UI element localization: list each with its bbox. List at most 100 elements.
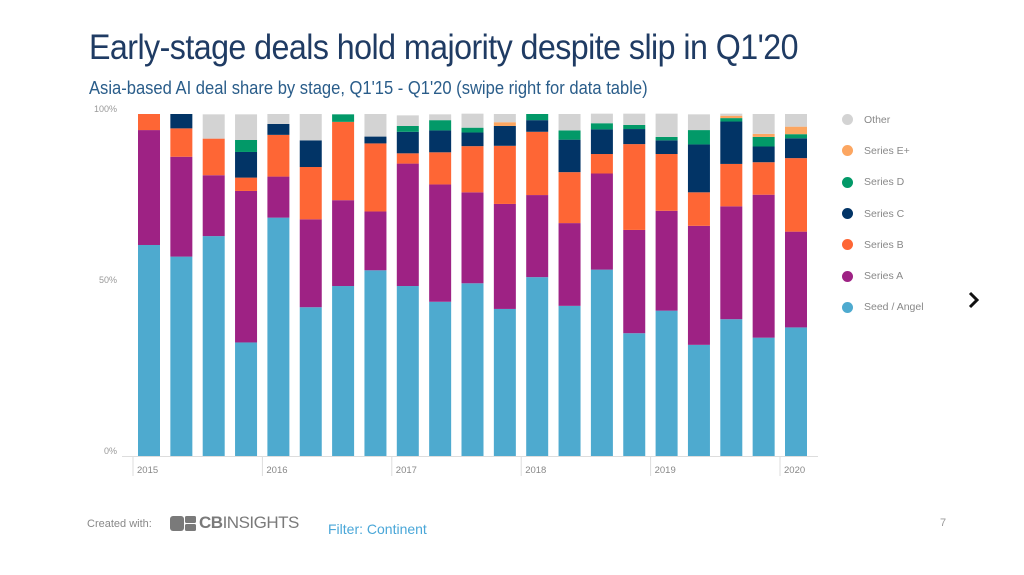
bar-segment-other[interactable]	[558, 114, 581, 131]
bar-segment-series-a[interactable]	[785, 231, 807, 328]
bar-segment-seed-angel[interactable]	[364, 270, 387, 456]
bar-segment-series-e-[interactable]	[720, 115, 743, 119]
bar-segment-series-c[interactable]	[299, 140, 322, 168]
bar-segment-series-d[interactable]	[332, 114, 355, 122]
bar-segment-series-b[interactable]	[623, 144, 646, 230]
bar-segment-other[interactable]	[655, 113, 678, 137]
bar-segment-seed-angel[interactable]	[655, 310, 678, 456]
bar-segment-seed-angel[interactable]	[687, 344, 710, 456]
bar-segment-other[interactable]	[461, 113, 484, 128]
bar-segment-series-d[interactable]	[461, 127, 484, 133]
bar-segment-seed-angel[interactable]	[235, 342, 258, 456]
bar-segment-series-c[interactable]	[364, 136, 387, 144]
bar-segment-series-b[interactable]	[687, 192, 710, 226]
bar-segment-series-b[interactable]	[526, 131, 549, 196]
bar-segment-series-b[interactable]	[720, 163, 743, 207]
bar-segment-series-d[interactable]	[558, 130, 581, 140]
legend-item[interactable]: Seed / Angel	[842, 292, 924, 323]
bar-segment-other[interactable]	[267, 114, 290, 124]
legend-item[interactable]: Series E+	[842, 135, 924, 166]
legend-item[interactable]: Series B	[842, 229, 924, 260]
bar-segment-other[interactable]	[202, 114, 225, 139]
bar-segment-series-c[interactable]	[558, 139, 581, 173]
bar-segment-seed-angel[interactable]	[720, 319, 743, 456]
bar-segment-series-c[interactable]	[623, 129, 646, 145]
bar-segment-other[interactable]	[493, 114, 516, 123]
bar-segment-series-d[interactable]	[526, 114, 549, 121]
bar-segment-series-b[interactable]	[590, 154, 613, 174]
bar-segment-seed-angel[interactable]	[429, 301, 452, 456]
bar-segment-series-d[interactable]	[623, 124, 646, 130]
bar-segment-series-b[interactable]	[558, 172, 581, 224]
bar-segment-series-c[interactable]	[655, 140, 678, 155]
bar-segment-series-a[interactable]	[558, 223, 581, 306]
bar-segment-series-b[interactable]	[493, 145, 516, 204]
bar-segment-series-d[interactable]	[720, 118, 743, 122]
bar-segment-series-a[interactable]	[752, 194, 775, 338]
bar-segment-series-b[interactable]	[170, 128, 193, 157]
bar-segment-series-a[interactable]	[267, 176, 290, 218]
bar-segment-seed-angel[interactable]	[396, 286, 419, 456]
bar-segment-other[interactable]	[235, 114, 258, 140]
bar-segment-series-b[interactable]	[299, 167, 322, 220]
bar-segment-other[interactable]	[623, 113, 646, 125]
bar-segment-series-c[interactable]	[526, 120, 549, 132]
bar-segment-series-a[interactable]	[202, 175, 225, 237]
legend-item[interactable]: Other	[842, 104, 924, 135]
bar-segment-series-a[interactable]	[299, 219, 322, 308]
bar-segment-seed-angel[interactable]	[332, 286, 355, 456]
bar-segment-other[interactable]	[752, 114, 775, 134]
legend-item[interactable]: Series D	[842, 167, 924, 198]
bar-segment-seed-angel[interactable]	[752, 337, 775, 456]
bar-segment-series-b[interactable]	[785, 158, 807, 232]
bar-segment-series-c[interactable]	[720, 121, 743, 164]
bar-segment-series-c[interactable]	[590, 129, 613, 155]
bar-segment-series-a[interactable]	[396, 163, 419, 287]
bar-segment-series-b[interactable]	[461, 146, 484, 193]
bar-segment-seed-angel[interactable]	[493, 308, 516, 456]
legend-item[interactable]: Series A	[842, 260, 924, 291]
bar-segment-series-d[interactable]	[752, 136, 775, 147]
bar-segment-series-a[interactable]	[429, 184, 452, 302]
bar-segment-series-a[interactable]	[138, 130, 160, 245]
bar-segment-seed-angel[interactable]	[526, 277, 549, 456]
bar-segment-series-a[interactable]	[720, 206, 743, 320]
bar-segment-seed-angel[interactable]	[785, 327, 807, 456]
filter-continent-link[interactable]: Filter: Continent	[328, 521, 427, 537]
bar-segment-other[interactable]	[590, 113, 613, 124]
bar-segment-series-a[interactable]	[364, 211, 387, 271]
bar-segment-series-a[interactable]	[590, 173, 613, 270]
bar-segment-series-b[interactable]	[752, 162, 775, 195]
bar-segment-series-a[interactable]	[461, 192, 484, 284]
bar-segment-series-c[interactable]	[267, 123, 290, 135]
bar-segment-series-b[interactable]	[332, 121, 355, 201]
bar-segment-seed-angel[interactable]	[138, 244, 160, 456]
bar-segment-seed-angel[interactable]	[558, 305, 581, 456]
bar-segment-series-c[interactable]	[461, 132, 484, 147]
bar-segment-other[interactable]	[396, 115, 419, 126]
bar-segment-series-c[interactable]	[785, 138, 807, 159]
bar-segment-series-e-[interactable]	[785, 126, 807, 135]
bar-segment-series-c[interactable]	[493, 125, 516, 146]
bar-segment-series-e-[interactable]	[752, 133, 775, 137]
bar-segment-series-d[interactable]	[687, 130, 710, 145]
bar-segment-series-c[interactable]	[235, 151, 258, 178]
bar-segment-other[interactable]	[299, 114, 322, 141]
bar-segment-series-b[interactable]	[235, 177, 258, 191]
bar-segment-series-c[interactable]	[396, 131, 419, 154]
bar-segment-other[interactable]	[364, 114, 387, 137]
bar-segment-series-b[interactable]	[429, 152, 452, 185]
bar-segment-series-a[interactable]	[623, 229, 646, 334]
bar-segment-series-a[interactable]	[170, 156, 193, 257]
bar-segment-series-b[interactable]	[138, 114, 160, 131]
bar-segment-series-b[interactable]	[364, 143, 387, 212]
bar-segment-series-b[interactable]	[655, 154, 678, 211]
bar-segment-seed-angel[interactable]	[590, 269, 613, 456]
bar-segment-series-d[interactable]	[655, 136, 678, 141]
bar-segment-series-a[interactable]	[687, 225, 710, 345]
bar-segment-seed-angel[interactable]	[461, 283, 484, 456]
bar-segment-other[interactable]	[429, 114, 452, 121]
bar-segment-other[interactable]	[785, 114, 807, 127]
bar-segment-series-a[interactable]	[235, 190, 258, 343]
bar-segment-series-c[interactable]	[752, 146, 775, 163]
